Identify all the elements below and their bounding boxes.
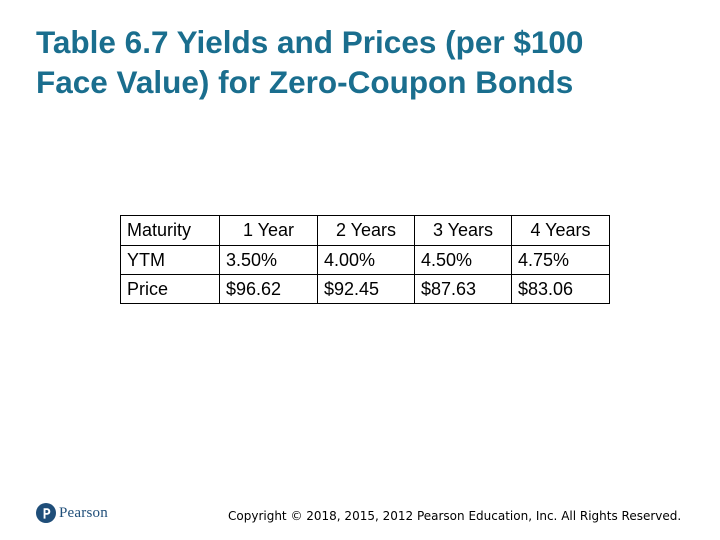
table-cell: $87.63 [414, 274, 512, 304]
title-line-2: Face Value) for Zero-Coupon Bonds [36, 64, 574, 100]
pearson-logo-text: Pearson [59, 504, 108, 521]
header-cell-2-years: 2 Years [317, 215, 415, 246]
row-label-price: Price [120, 274, 220, 304]
table-row-price: Price $96.62 $92.45 $87.63 $83.06 [120, 274, 610, 304]
table-header-row: Maturity 1 Year 2 Years 3 Years 4 Years [120, 215, 610, 246]
table-cell: 4.75% [511, 245, 610, 275]
table-cell: $92.45 [317, 274, 415, 304]
table-row-ytm: YTM 3.50% 4.00% 4.50% 4.75% [120, 245, 610, 275]
header-cell-1-year: 1 Year [219, 215, 318, 246]
pearson-logo: Pearson [36, 502, 108, 524]
row-label-ytm: YTM [120, 245, 220, 275]
table-cell: 4.00% [317, 245, 415, 275]
header-cell-maturity: Maturity [120, 215, 220, 246]
zero-coupon-bond-table: Maturity 1 Year 2 Years 3 Years 4 Years … [120, 215, 610, 304]
header-cell-3-years: 3 Years [414, 215, 512, 246]
table-cell: 3.50% [219, 245, 318, 275]
slide-title: Table 6.7 Yields and Prices (per $100 Fa… [36, 22, 696, 102]
table-cell: $83.06 [511, 274, 610, 304]
header-cell-4-years: 4 Years [511, 215, 610, 246]
table-cell: 4.50% [414, 245, 512, 275]
pearson-logo-icon [36, 503, 56, 523]
title-line-1: Table 6.7 Yields and Prices (per $100 [36, 24, 584, 60]
copyright-notice: Copyright © 2018, 2015, 2012 Pearson Edu… [228, 509, 682, 523]
table-cell: $96.62 [219, 274, 318, 304]
